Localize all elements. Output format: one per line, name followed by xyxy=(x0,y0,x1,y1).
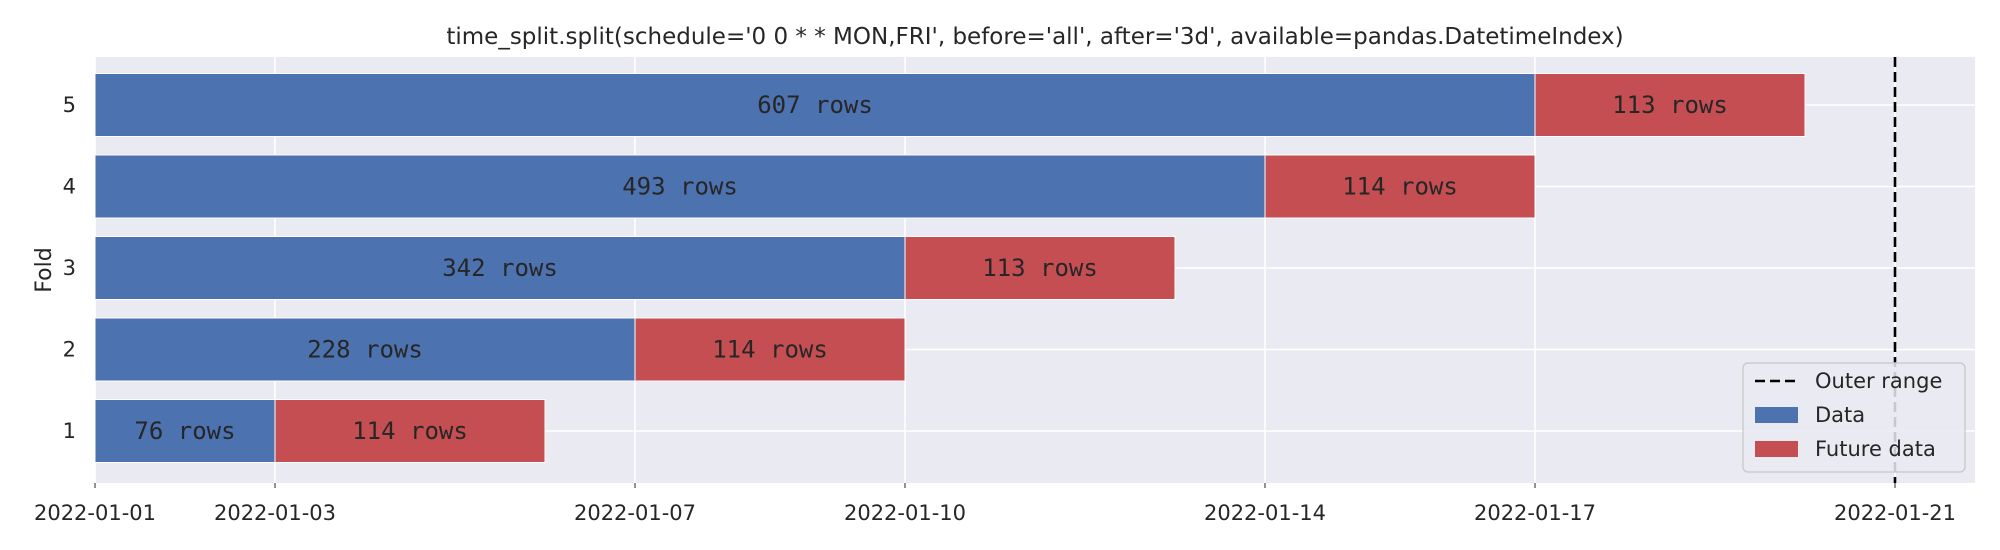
legend-box xyxy=(1742,362,1966,473)
data-bar xyxy=(94,399,276,463)
y-tick-label: 4 xyxy=(63,175,76,199)
y-ticks: 1 2 3 4 5 xyxy=(63,93,76,443)
future-bar-label: 114 rows xyxy=(712,336,828,364)
future-bar xyxy=(904,236,1176,300)
y-tick-label: 1 xyxy=(63,419,76,443)
data-bar-label: 76 rows xyxy=(134,417,235,445)
chart-title: time_split.split(schedule='0 0 * * MON,F… xyxy=(446,24,1623,50)
future-bar-label: 113 rows xyxy=(982,254,1098,282)
x-tick-label: 2022-01-03 xyxy=(214,501,336,525)
bars: 76 rows 114 rows 228 rows 114 rows 342 rows 1… xyxy=(94,73,1806,463)
x-tick-label: 2022-01-21 xyxy=(1834,501,1956,525)
future-bar-label: 114 rows xyxy=(1342,173,1458,201)
future-bar xyxy=(1264,154,1536,219)
data-bar-label: 607 rows xyxy=(757,91,873,119)
legend-outer-label: Outer range xyxy=(1815,369,1942,393)
data-bar xyxy=(94,236,906,300)
future-bar-label: 114 rows xyxy=(352,417,468,445)
x-tick-label: 2022-01-14 xyxy=(1204,501,1326,525)
future-bar xyxy=(1534,73,1806,137)
data-bar-label: 228 rows xyxy=(307,336,423,364)
x-tick-label: 2022-01-17 xyxy=(1474,501,1596,525)
y-axis-label: Fold xyxy=(32,247,57,292)
legend: Outer range Data Future data xyxy=(1742,362,1966,473)
legend-future-swatch xyxy=(1755,441,1798,457)
data-bar-label: 342 rows xyxy=(442,254,558,282)
data-bar xyxy=(94,317,636,382)
legend-data-label: Data xyxy=(1815,403,1865,427)
future-bar-label: 113 rows xyxy=(1612,91,1728,119)
legend-data-swatch xyxy=(1755,407,1798,423)
legend-future-label: Future data xyxy=(1815,437,1936,461)
x-ticks: 2022-01-01 2022-01-03 2022-01-07 2022-01-10… xyxy=(34,483,1956,525)
x-tick-label: 2022-01-10 xyxy=(844,501,966,525)
data-bar-label: 493 rows xyxy=(622,173,738,201)
y-tick-label: 3 xyxy=(63,256,76,280)
y-tick-label: 5 xyxy=(63,93,76,117)
x-tick-label: 2022-01-07 xyxy=(574,501,696,525)
future-bar xyxy=(634,317,906,382)
data-bar xyxy=(94,73,1536,137)
y-tick-label: 2 xyxy=(63,338,76,362)
future-bar xyxy=(274,399,546,463)
data-bar xyxy=(94,154,1266,219)
x-tick-label: 2022-01-01 xyxy=(34,501,156,525)
